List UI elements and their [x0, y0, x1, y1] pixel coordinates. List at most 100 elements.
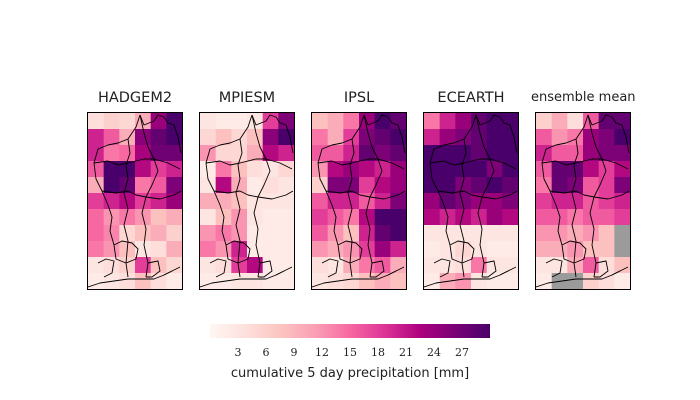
- heatmap-cell: [200, 225, 217, 242]
- heatmap-cell: [455, 193, 472, 210]
- colorbar-tick-label: 12: [315, 346, 329, 359]
- heatmap-cell: [583, 241, 600, 258]
- heatmap-cell: [312, 113, 329, 130]
- heatmap-cell: [247, 177, 264, 194]
- heatmap-cell: [567, 161, 584, 178]
- heatmap-cell: [536, 241, 553, 258]
- country-border-line: [209, 258, 227, 278]
- heatmap-cell: [471, 225, 488, 242]
- heatmap-cell: [103, 129, 120, 146]
- heatmap-cell: [598, 113, 615, 130]
- heatmap-cell: [215, 145, 232, 162]
- heatmap-cell: [390, 225, 406, 242]
- heatmap-cell: [231, 177, 248, 194]
- heatmap-cell: [359, 241, 376, 258]
- heatmap-cell: [598, 145, 615, 162]
- country-border-line: [88, 270, 173, 288]
- heatmap-cell: [614, 225, 630, 242]
- heatmap-cell: [374, 193, 391, 210]
- country-border-line: [321, 258, 339, 278]
- heatmap-cell: [502, 177, 518, 194]
- heatmap-cell: [215, 113, 232, 130]
- heatmap-cell: [439, 161, 456, 178]
- country-border-line: [312, 270, 397, 288]
- heatmap-cell: [502, 209, 518, 226]
- heatmap-cell: [166, 177, 182, 194]
- heatmap-cell: [583, 257, 600, 274]
- map-panel-ipsl: [311, 112, 407, 290]
- heatmap-cell: [551, 129, 568, 146]
- country-border-line: [541, 114, 589, 206]
- heatmap-cell: [359, 257, 376, 274]
- heatmap-cell: [502, 113, 518, 130]
- heatmap-cell: [390, 177, 406, 194]
- heatmap-cell: [166, 193, 182, 210]
- heatmap-cell: [119, 113, 136, 130]
- heatmap-cell: [200, 129, 217, 146]
- heatmap-cell: [390, 193, 406, 210]
- heatmap-cell: [231, 145, 248, 162]
- map-panel-ecearth: [423, 112, 519, 290]
- panel-title-ipsl: IPSL: [343, 90, 375, 106]
- heatmap-cell: [502, 129, 518, 146]
- heatmap-cell: [343, 225, 360, 242]
- heatmap-cell: [343, 193, 360, 210]
- heatmap-cell: [598, 241, 615, 258]
- panel-title-hadgem2: HADGEM2: [97, 90, 173, 106]
- heatmap-cell: [88, 225, 105, 242]
- heatmap-cell: [374, 225, 391, 242]
- heatmap-cell: [374, 273, 391, 289]
- country-border-line: [424, 270, 509, 288]
- heatmap-cell: [424, 257, 441, 274]
- country-border-line: [107, 204, 115, 246]
- heatmap-cell: [166, 257, 182, 274]
- heatmap-svg-hadgem2: [88, 113, 182, 289]
- heatmap-cell: [471, 177, 488, 194]
- country-border-line: [433, 258, 451, 278]
- heatmap-cell: [567, 273, 584, 289]
- heatmap-cell: [486, 225, 503, 242]
- heatmap-cell: [135, 145, 152, 162]
- heatmap-cell: [551, 145, 568, 162]
- heatmap-cell: [598, 177, 615, 194]
- heatmap-cell: [262, 145, 279, 162]
- colorbar-tick-label: 24: [427, 346, 441, 359]
- heatmap-cell: [614, 209, 630, 226]
- heatmap-cell: [374, 241, 391, 258]
- heatmap-cell: [614, 177, 630, 194]
- heatmap-cell: [551, 177, 568, 194]
- heatmap-cell: [150, 193, 167, 210]
- heatmap-cell: [200, 113, 217, 130]
- heatmap-cell: [374, 129, 391, 146]
- heatmap-cell: [598, 225, 615, 242]
- heatmap-cell: [247, 257, 264, 274]
- heatmap-cell: [262, 177, 279, 194]
- country-border-line: [219, 204, 227, 246]
- heatmap-cell: [231, 225, 248, 242]
- country-border-line: [337, 240, 363, 264]
- heatmap-cell: [262, 241, 279, 258]
- colorbar-tick-label: 9: [290, 346, 298, 359]
- heatmap-cell: [327, 129, 344, 146]
- heatmap-cell: [502, 161, 518, 178]
- country-border-line: [253, 196, 261, 278]
- heatmap-cell: [455, 145, 472, 162]
- heatmap-cell: [327, 257, 344, 274]
- heatmap-cell: [262, 193, 279, 210]
- heatmap-cell: [567, 225, 584, 242]
- country-border-line: [225, 240, 251, 264]
- heatmap-cell: [88, 273, 105, 289]
- heatmap-cell: [455, 225, 472, 242]
- heatmap-cell: [119, 161, 136, 178]
- heatmap-cell: [536, 193, 553, 210]
- heatmap-cell: [486, 113, 503, 130]
- heatmap-cell: [200, 193, 217, 210]
- heatmap-cell: [150, 177, 167, 194]
- heatmap-cell: [536, 129, 553, 146]
- heatmap-cell: [471, 145, 488, 162]
- heatmap-cell: [150, 273, 167, 289]
- heatmap-cell: [502, 145, 518, 162]
- heatmap-cell: [343, 273, 360, 289]
- colorbar-tick-label: 3: [234, 346, 242, 359]
- heatmap-cell: [390, 161, 406, 178]
